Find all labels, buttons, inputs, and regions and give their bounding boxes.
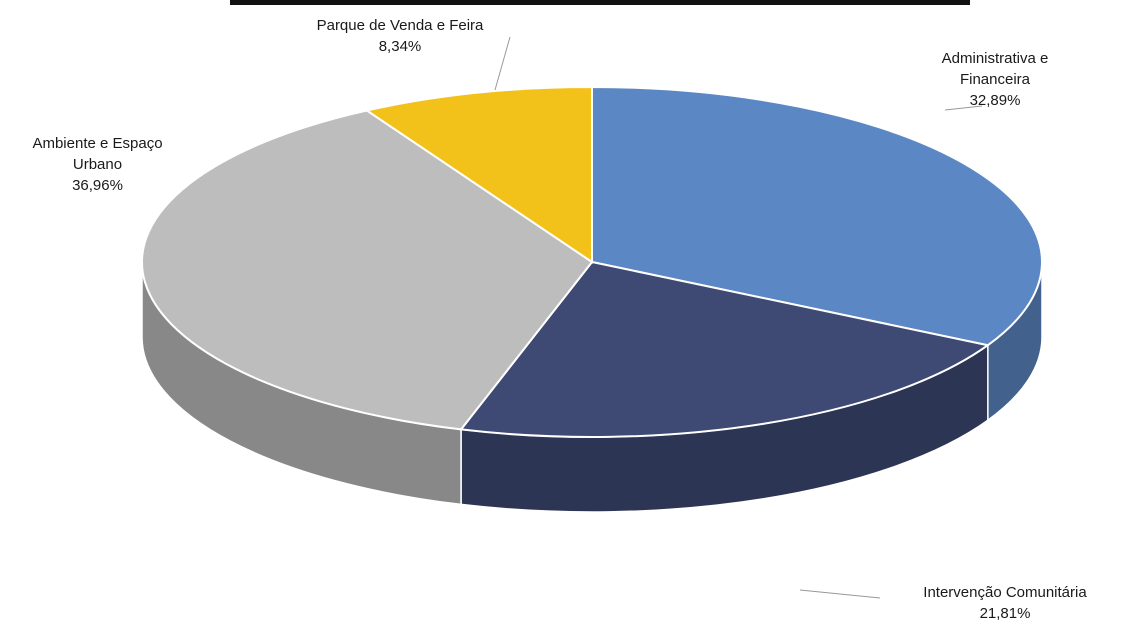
- leader-line-parque-venda-feira: [494, 36, 511, 91]
- pie-slice-parque-venda-feira: [364, 85, 593, 264]
- pie-slice-intervencao-comunitaria: [459, 260, 991, 438]
- pie-slice-ambiente-espaco-urbano: [141, 109, 594, 431]
- label-parque-venda-feira: Parque de Venda e Feira 8,34%: [316, 17, 484, 55]
- label-intervencao-comunitaria: Intervenção Comunitária 21,81%: [923, 584, 1087, 622]
- label-administrativa-financeira: Administrativa e Financeira 32,89%: [941, 50, 1049, 109]
- clipped-title-remnant: [230, 0, 970, 5]
- pie-slice-administrativa-financeira: [591, 85, 1043, 347]
- label-ambiente-espaco-urbano: Ambiente e Espaço Urbano 36,96%: [32, 135, 163, 194]
- leader-line-intervencao-comunitaria: [799, 589, 881, 599]
- leader-line-administrativa-financeira: [944, 105, 983, 111]
